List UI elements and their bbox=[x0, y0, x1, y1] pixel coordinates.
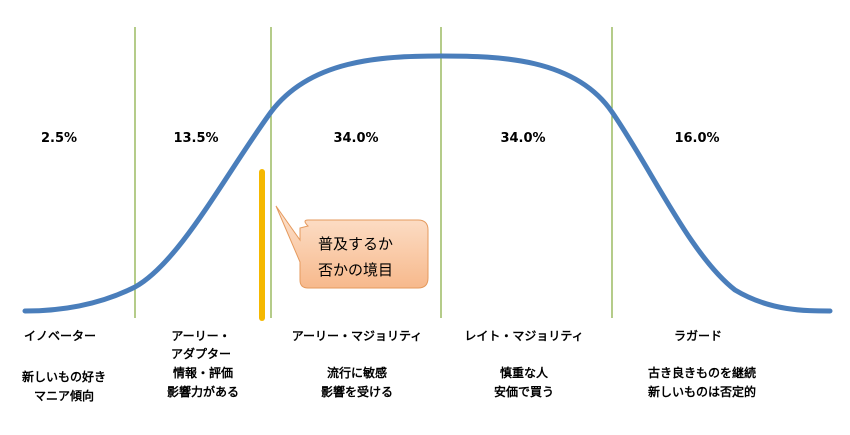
segment-percent-early-majority: 34.0% bbox=[333, 131, 378, 146]
segment-trait-innovators-line-2: マニア傾向 bbox=[34, 388, 94, 403]
segment-trait-late-majority-line-1: 慎重な人 bbox=[500, 365, 549, 380]
segment-trait-laggards-line-2: 新しいものは否定的 bbox=[648, 384, 756, 399]
segment-trait-early-majority-line-1: 流行に敏感 bbox=[327, 365, 387, 380]
segment-trait-innovators-line-1: 新しいもの好き bbox=[22, 369, 106, 384]
segment-name-early-adopters-line-1: アーリー・ bbox=[171, 329, 230, 343]
segment-name-laggards: ラガード bbox=[674, 328, 722, 343]
segment-name-early-adopters-line-2: アダプター bbox=[171, 346, 231, 361]
segment-name-early-majority: アーリー・マジョリティ bbox=[292, 329, 423, 343]
segment-dividers bbox=[134, 27, 613, 318]
segment-name-late-majority: レイト・マジョリティ bbox=[464, 329, 583, 343]
chasm-callout bbox=[275, 205, 429, 289]
segment-trait-late-majority-line-2: 安価で買う bbox=[494, 384, 554, 399]
segment-percent-late-majority: 34.0% bbox=[500, 131, 545, 146]
segment-trait-laggards-line-1: 古き良きものを継続 bbox=[648, 365, 756, 380]
segment-trait-early-majority-line-2: 影響を受ける bbox=[321, 384, 393, 399]
adoption-curve bbox=[22, 53, 833, 314]
segment-name-innovators: イノベーター bbox=[24, 329, 96, 343]
segment-percent-laggards: 16.0% bbox=[674, 131, 719, 146]
callout-line-2: 否かの境目 bbox=[318, 261, 393, 279]
segment-percent-early-adopters: 13.5% bbox=[173, 131, 218, 146]
segment-trait-early-adopters-line-1: 情報・評価 bbox=[173, 365, 233, 380]
segment-trait-early-adopters-line-2: 影響力がある bbox=[167, 384, 239, 399]
segment-percent-innovators: 2.5% bbox=[41, 131, 77, 146]
callout-line-1: 普及するか bbox=[318, 235, 393, 253]
